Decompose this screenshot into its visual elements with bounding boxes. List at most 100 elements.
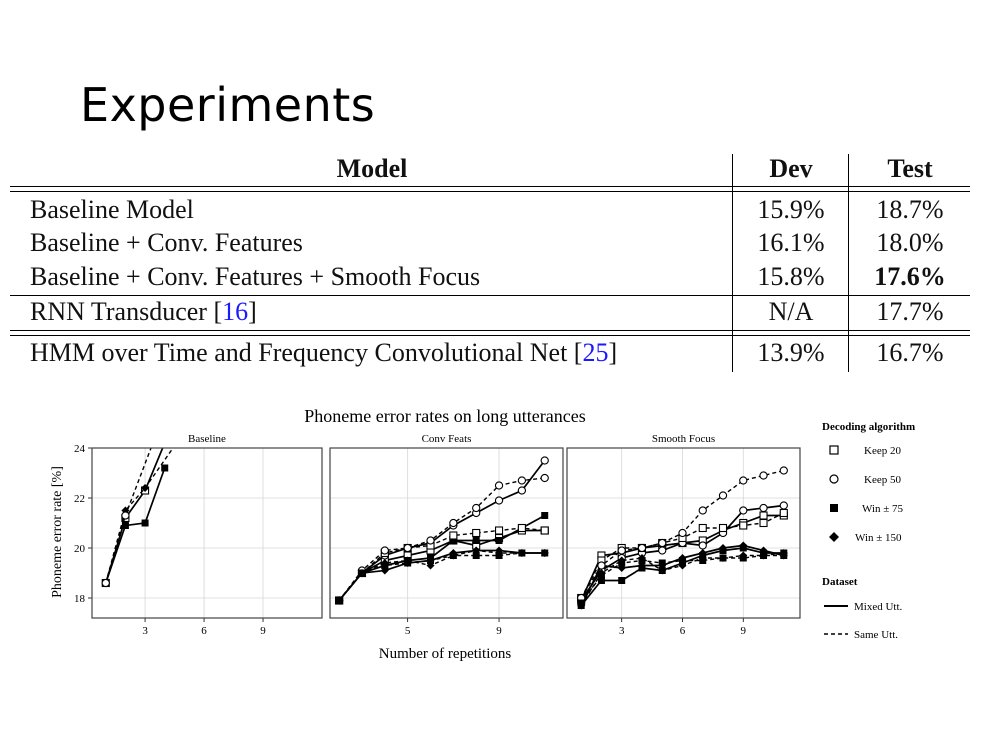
series-line (338, 549, 545, 602)
y-tick-label: 18 (74, 593, 86, 605)
figure-ylabel-text: Phoneme error rate [%] (50, 466, 65, 598)
row-model: Baseline + Conv. Features (30, 228, 303, 257)
y-tick-label: 24 (74, 443, 86, 455)
panel-frame (329, 447, 564, 619)
series-group (334, 456, 549, 605)
point-diamond (141, 484, 150, 492)
legend-dataset-label: Same Utt. (854, 629, 898, 641)
x-tick-label: 6 (680, 625, 686, 637)
legend-decoding-label: Keep 50 (864, 474, 901, 486)
row-test: 16.7% (876, 338, 944, 367)
y-tick-label: 22 (74, 493, 85, 505)
point-square (495, 537, 503, 544)
x-tick-label: 3 (619, 625, 625, 637)
point-diamond (577, 601, 586, 610)
chart-panels: Baseline 3 6 9 18 20 22 24 Conv Feats 5 9 Smooth Fo… (74, 433, 801, 637)
point-circle-open (121, 511, 130, 520)
x-tick-label: 5 (405, 625, 411, 637)
point-circle-open (426, 536, 435, 545)
table-rule (10, 330, 970, 331)
series-line (338, 459, 546, 602)
panel-title: Smooth Focus (652, 433, 715, 445)
point-diamond (403, 556, 412, 565)
point-diamond (739, 541, 748, 550)
point-square-open (494, 526, 504, 535)
panel-title: Conv Feats (422, 433, 472, 445)
point-diamond (719, 544, 728, 552)
point-circle-open (540, 456, 549, 465)
point-square-open (718, 523, 728, 533)
legend-decoding-label: Keep 20 (864, 445, 901, 457)
citation-link[interactable]: 16 (222, 297, 249, 326)
point-diamond (637, 554, 646, 562)
point-square (472, 537, 480, 544)
point-circle-open (380, 546, 389, 555)
table-row: Baseline + Conv. Features + Smooth Focus… (10, 261, 970, 293)
header-test: Test (887, 154, 933, 183)
legend-dataset-title: Dataset (822, 576, 858, 588)
panel-title: Baseline (188, 433, 226, 445)
point-circle-open (403, 543, 412, 553)
row-model: HMM over Time and Frequency Convolutiona… (30, 337, 617, 369)
row-test: 17.7% (876, 297, 944, 326)
point-square (678, 557, 686, 564)
point-circle-open (759, 471, 768, 480)
point-diamond (517, 549, 526, 557)
point-square (541, 512, 549, 519)
point-diamond (739, 551, 748, 560)
citation-link[interactable]: 25 (582, 338, 609, 367)
series-line (105, 448, 174, 584)
legend-diamond-icon (829, 532, 839, 542)
point-square-open (517, 523, 526, 533)
point-circle-open (718, 491, 728, 500)
point-square-open (540, 526, 549, 535)
table-rule (10, 335, 970, 336)
x-tick-label: 9 (741, 625, 747, 637)
point-circle-open (698, 541, 707, 550)
legend-decoding-label: Win ± 75 (862, 503, 904, 515)
row-model-bracket: ] (248, 297, 257, 326)
x-tick-label: 6 (201, 625, 207, 637)
table-rule (10, 186, 970, 187)
point-diamond (380, 559, 389, 567)
point-square (161, 464, 169, 472)
x-tick-label: 3 (142, 625, 148, 637)
figure-xlabel: Number of repetitions (379, 646, 512, 662)
series-group (577, 466, 788, 610)
series-line (338, 529, 545, 602)
point-diamond (759, 551, 768, 560)
point-square-open (779, 508, 788, 518)
series-line (338, 514, 546, 602)
point-diamond (426, 561, 435, 570)
phoneme-error-figure: Phoneme error rates on long utterances N… (50, 406, 915, 662)
point-square-open (739, 521, 748, 530)
point-diamond (597, 569, 606, 577)
point-circle-open (658, 538, 667, 548)
point-diamond (779, 549, 788, 557)
point-square-open (449, 531, 458, 540)
point-circle-open (678, 528, 687, 538)
point-diamond (617, 556, 626, 565)
header-model: Model (336, 154, 408, 183)
series-line (338, 549, 545, 601)
point-diamond (678, 561, 687, 570)
point-square (472, 552, 480, 559)
x-tick-label: 9 (260, 625, 266, 637)
series-line (338, 477, 545, 601)
point-square (597, 577, 605, 584)
point-circle-open (494, 496, 504, 505)
row-dev: 16.1% (757, 228, 825, 257)
point-square-open (759, 511, 768, 520)
point-square-open (472, 528, 481, 538)
legend-dataset-label: Mixed Utt. (854, 601, 903, 613)
point-circle-open (739, 506, 748, 515)
table-rule (10, 295, 970, 296)
row-model-text: RNN Transducer [ (30, 297, 223, 326)
x-tick-label: 9 (496, 625, 502, 637)
panel-frame (91, 447, 323, 619)
point-circle-open (517, 486, 527, 495)
point-circle-open (494, 481, 504, 490)
header-dev: Dev (769, 154, 813, 183)
point-circle-open (617, 546, 626, 555)
series-line (104, 448, 164, 584)
